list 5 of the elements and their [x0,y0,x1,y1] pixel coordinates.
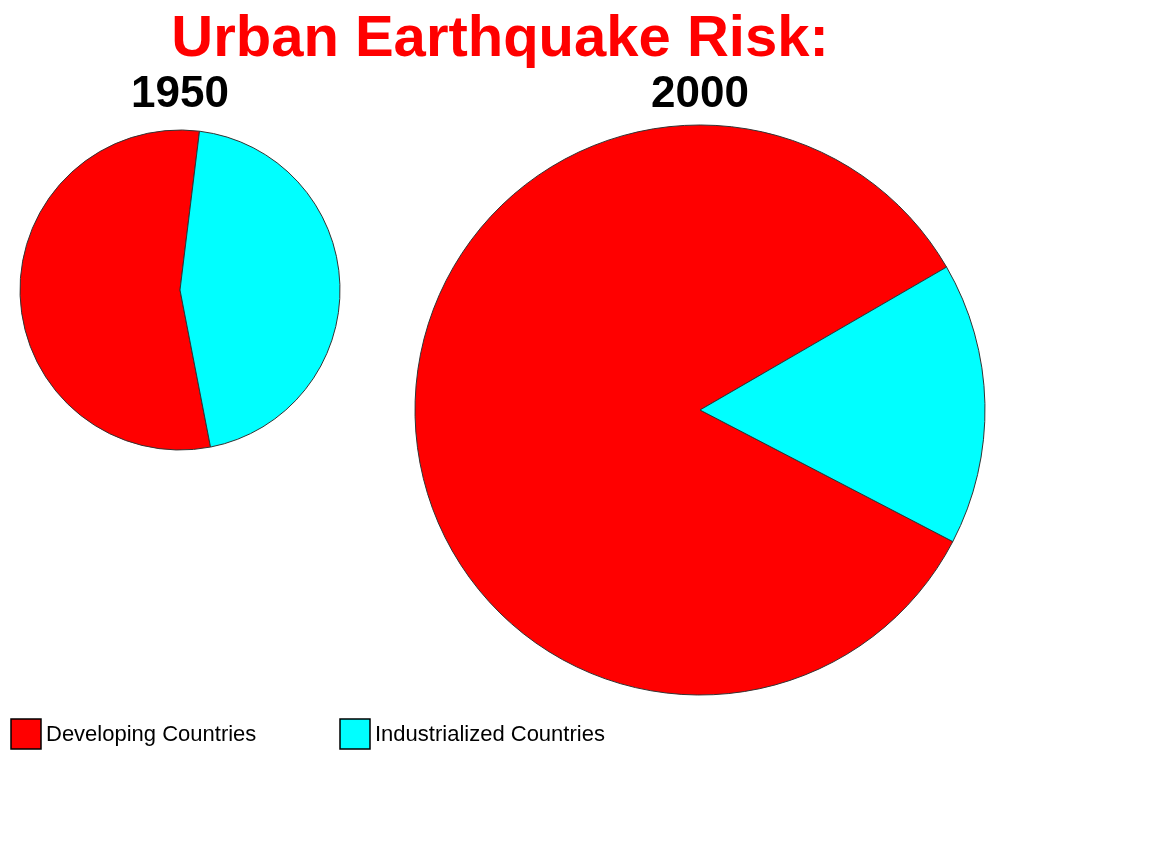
slice-label: 2000 [651,67,749,116]
slice-label: 1950 [131,67,229,116]
legend-label: Industrialized Countries [375,721,605,746]
chart-title: Urban Earthquake Risk: [171,3,829,68]
legend-label: Developing Countries [46,721,257,746]
